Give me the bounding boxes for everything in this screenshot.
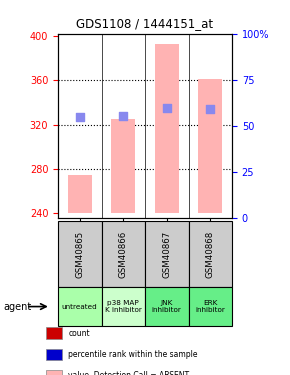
Text: percentile rank within the sample: percentile rank within the sample: [68, 350, 198, 359]
Point: [77, 114, 82, 120]
Text: value, Detection Call = ABSENT: value, Detection Call = ABSENT: [68, 371, 189, 375]
Point: [164, 105, 169, 111]
Bar: [111, 119, 135, 213]
Point: [208, 106, 213, 112]
Text: ERK
inhibitor: ERK inhibitor: [195, 300, 225, 313]
Text: JNK
inhibitor: JNK inhibitor: [152, 300, 182, 313]
Text: GSM40868: GSM40868: [206, 230, 215, 278]
Text: count: count: [68, 328, 90, 338]
Bar: [155, 44, 179, 213]
Text: p38 MAP
K inhibitor: p38 MAP K inhibitor: [105, 300, 142, 313]
Point: [121, 112, 126, 118]
Text: agent: agent: [3, 302, 31, 312]
Text: untreated: untreated: [62, 304, 98, 310]
Bar: [198, 79, 222, 213]
Text: GSM40866: GSM40866: [119, 230, 128, 278]
Text: GDS1108 / 1444151_at: GDS1108 / 1444151_at: [77, 17, 213, 30]
Text: GSM40865: GSM40865: [75, 230, 84, 278]
Text: GSM40867: GSM40867: [162, 230, 171, 278]
Bar: [68, 176, 92, 213]
